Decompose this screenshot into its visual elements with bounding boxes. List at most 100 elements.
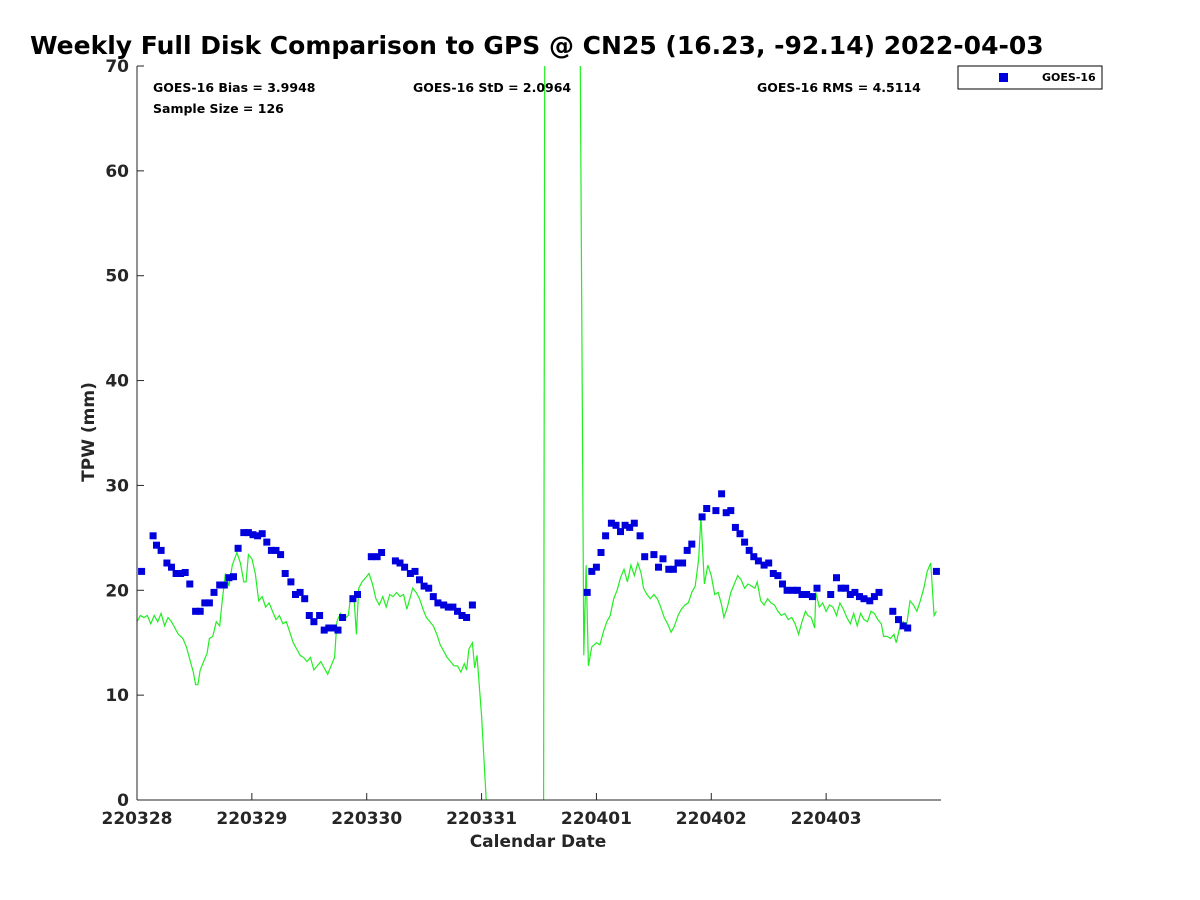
goes16-point	[875, 588, 883, 596]
goes16-point	[745, 546, 753, 554]
goes16-point	[774, 572, 782, 580]
goes16-point	[292, 591, 299, 598]
goes16-point	[425, 584, 433, 592]
x-tick-label: 220331	[446, 809, 517, 829]
goes16-point	[157, 546, 165, 554]
goes16-point	[750, 553, 758, 561]
x-tick-label: 220403	[791, 809, 862, 829]
goes16-point	[765, 559, 773, 567]
goes16-point	[334, 626, 342, 634]
goes16-point	[301, 595, 309, 603]
goes16-point	[641, 553, 649, 561]
goes16-point	[406, 570, 414, 577]
stat-rms: GOES-16 RMS = 4.5114	[757, 80, 921, 95]
x-tick-label: 220402	[676, 809, 747, 829]
goes16-point	[630, 519, 638, 527]
y-tick-label: 0	[117, 791, 129, 811]
x-axis-label: Calendar Date	[470, 832, 607, 852]
goes16-point	[254, 532, 262, 540]
goes16-point	[736, 530, 744, 538]
x-tick-label: 220401	[561, 809, 632, 829]
stat-bias: GOES-16 Bias = 3.9948	[153, 80, 315, 95]
axes-lines	[136, 66, 941, 801]
goes16-point	[354, 591, 361, 598]
goes16-point	[851, 588, 859, 596]
goes16-point	[396, 559, 404, 567]
goes16-point	[837, 584, 845, 592]
goes16-point	[316, 612, 324, 619]
goes16-point	[420, 582, 428, 590]
goes16-point	[177, 570, 185, 577]
goes16-point	[793, 586, 801, 594]
goes16-point	[186, 580, 194, 588]
goes16-point	[411, 567, 419, 575]
legend-box	[957, 65, 1103, 90]
goes16-point	[856, 593, 863, 601]
goes16-point	[196, 607, 204, 615]
goes16-point	[287, 578, 295, 586]
y-tick-label: 70	[105, 57, 129, 77]
goes16-point	[416, 576, 423, 584]
x-tick-label: 220329	[216, 809, 287, 829]
goes16-point	[153, 541, 160, 549]
goes16-point	[373, 553, 381, 561]
y-tick-label: 20	[105, 581, 129, 601]
gps-line-layer	[136, 65, 937, 801]
goes16-point	[201, 599, 209, 607]
goes16-point	[244, 529, 252, 537]
goes16-point	[458, 612, 466, 619]
goes16-point	[712, 507, 720, 515]
goes16-point	[718, 490, 726, 498]
goes16-point	[325, 624, 333, 632]
goes16-point	[320, 626, 328, 634]
goes16-point	[798, 591, 806, 598]
goes16-point	[621, 521, 629, 529]
gps-line-segment	[136, 550, 487, 801]
y-axis-ticks: 0 10 20 30 40 50 60 70	[105, 57, 144, 811]
goes16-point	[698, 513, 706, 521]
stat-sample-size: Sample Size = 126	[153, 101, 284, 116]
goes16-point	[683, 546, 691, 554]
goes16-point	[813, 584, 821, 592]
goes16-point	[168, 563, 175, 571]
goes16-point	[310, 618, 318, 626]
goes16-point	[895, 616, 902, 624]
goes16-point	[367, 553, 375, 561]
goes16-point	[808, 593, 816, 601]
goes16-point	[138, 567, 146, 575]
goes16-point	[588, 567, 596, 575]
goes16-point	[597, 549, 605, 556]
goes16-point	[665, 565, 673, 573]
goes16-point	[463, 614, 471, 621]
goes16-point	[249, 531, 257, 539]
x-tick-label: 220328	[102, 809, 173, 829]
goes16-point	[833, 574, 840, 582]
gps-line-segment	[543, 65, 546, 801]
goes16-point	[440, 601, 448, 609]
plot-area	[136, 65, 941, 801]
goes16-point	[607, 519, 615, 527]
goes16-point	[234, 544, 242, 552]
x-axis-ticks: 220328 220329 220330 220331 220401 220402 2204…	[102, 793, 862, 829]
goes16-point	[272, 546, 280, 554]
goes16-point	[731, 523, 739, 531]
goes16-point	[444, 603, 452, 611]
goes16-point	[210, 588, 218, 596]
goes16-point	[468, 601, 476, 609]
goes16-point	[870, 593, 878, 601]
goes16-point	[192, 607, 200, 615]
goes16-point	[220, 581, 228, 589]
legend-label-goes16: GOES-16	[1042, 71, 1096, 84]
goes16-point	[277, 551, 285, 559]
goes16-point	[592, 563, 600, 571]
goes16-point	[434, 599, 442, 607]
goes16-point	[679, 559, 687, 567]
goes16-point	[296, 588, 304, 596]
goes16-point	[789, 586, 797, 594]
goes16-point	[754, 557, 762, 565]
goes16-point	[602, 532, 610, 540]
goes16-point	[205, 599, 213, 607]
goes16-point	[688, 540, 696, 548]
goes16-point	[846, 591, 854, 598]
